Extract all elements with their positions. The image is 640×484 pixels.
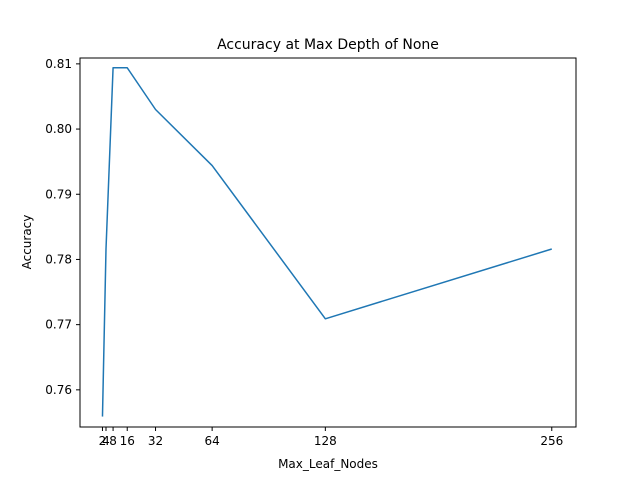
y-tick-label: 0.81: [45, 57, 72, 71]
x-tick-label: 64: [204, 434, 219, 448]
x-tick-label: 16: [120, 434, 135, 448]
x-tick-label: 2: [99, 434, 107, 448]
x-tick-label: 256: [540, 434, 563, 448]
axes-frame: [79, 57, 577, 428]
y-tick-label: 0.76: [45, 383, 72, 397]
x-tick-label: 128: [314, 434, 337, 448]
x-tick-label: 8: [109, 434, 117, 448]
y-tick-label: 0.80: [45, 122, 72, 136]
plot-area: [80, 58, 576, 427]
y-axis-ticks: 0.76 0.77 0.78 0.79 0.80 0.81: [45, 57, 80, 397]
series-layer: [101, 67, 552, 417]
x-axis-ticks: 24 8 16 32 64 128 256: [99, 427, 563, 448]
y-tick-label: 0.79: [45, 187, 72, 201]
series-line-0: [101, 67, 552, 417]
x-tick-label: 4: [102, 434, 110, 448]
y-axis-label: Accuracy: [20, 215, 34, 270]
x-axis-label: Max_Leaf_Nodes: [278, 457, 378, 471]
y-tick-label: 0.77: [45, 318, 72, 332]
x-tick-label: 32: [148, 434, 163, 448]
chart-title: Accuracy at Max Depth of None: [217, 37, 439, 53]
y-tick-label: 0.78: [45, 252, 72, 266]
